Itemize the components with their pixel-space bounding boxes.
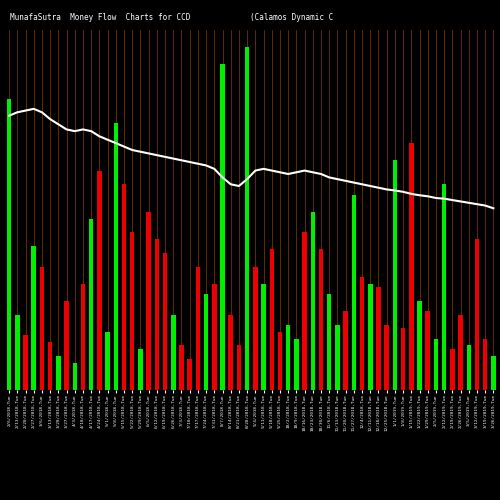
Bar xyxy=(138,349,142,390)
Bar xyxy=(344,311,348,390)
Bar xyxy=(130,232,134,390)
Bar xyxy=(106,332,110,390)
Bar xyxy=(179,346,184,390)
Bar xyxy=(491,356,496,390)
Bar xyxy=(442,184,446,390)
Bar xyxy=(327,294,332,390)
Bar xyxy=(450,349,454,390)
Bar xyxy=(368,284,372,390)
Bar xyxy=(483,338,488,390)
Bar xyxy=(401,328,406,390)
Bar xyxy=(474,239,479,390)
Bar xyxy=(122,184,126,390)
Bar xyxy=(154,239,159,390)
Bar xyxy=(270,250,274,390)
Bar xyxy=(302,232,307,390)
Bar xyxy=(310,212,315,390)
Bar xyxy=(236,346,241,390)
Bar xyxy=(319,250,324,390)
Bar xyxy=(245,47,250,390)
Bar xyxy=(278,332,282,390)
Bar xyxy=(376,287,380,390)
Bar xyxy=(335,325,340,390)
Bar xyxy=(204,294,208,390)
Bar xyxy=(48,342,52,390)
Bar xyxy=(7,98,12,390)
Bar xyxy=(228,314,233,390)
Bar xyxy=(253,266,258,390)
Bar xyxy=(458,314,463,390)
Bar xyxy=(89,218,94,390)
Bar xyxy=(360,277,364,390)
Bar xyxy=(146,212,151,390)
Bar xyxy=(64,301,69,390)
Bar xyxy=(72,362,77,390)
Bar xyxy=(262,284,266,390)
Bar xyxy=(409,143,414,390)
Bar xyxy=(384,325,389,390)
Bar xyxy=(56,356,60,390)
Text: MunafaSutra  Money Flow  Charts for CCD: MunafaSutra Money Flow Charts for CCD xyxy=(10,12,190,22)
Bar xyxy=(392,160,397,390)
Bar xyxy=(418,301,422,390)
Bar xyxy=(196,266,200,390)
Bar xyxy=(15,314,20,390)
Bar xyxy=(220,64,225,390)
Bar xyxy=(294,338,298,390)
Bar xyxy=(188,359,192,390)
Bar xyxy=(40,266,44,390)
Bar xyxy=(163,253,168,390)
Bar xyxy=(171,314,175,390)
Bar xyxy=(434,338,438,390)
Bar xyxy=(97,170,102,390)
Bar xyxy=(286,325,290,390)
Bar xyxy=(32,246,36,390)
Bar xyxy=(114,122,118,390)
Bar xyxy=(24,335,28,390)
Bar xyxy=(212,284,216,390)
Bar xyxy=(352,194,356,390)
Bar xyxy=(466,346,471,390)
Bar xyxy=(80,284,85,390)
Text: (Calamos Dynamic C: (Calamos Dynamic C xyxy=(250,12,333,22)
Bar xyxy=(426,311,430,390)
